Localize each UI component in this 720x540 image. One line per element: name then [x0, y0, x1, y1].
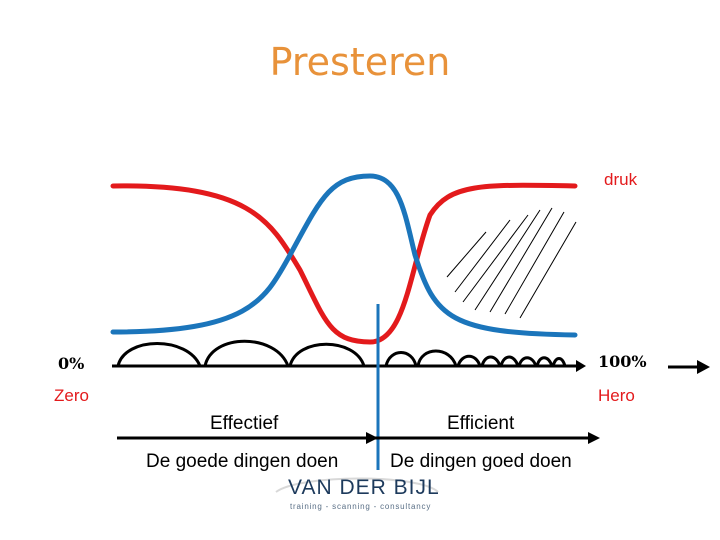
label-hundred-percent: 100% — [598, 352, 647, 371]
logo-wordmark: VAN DER BIJL — [288, 476, 440, 499]
label-goede-dingen: De goede dingen doen — [146, 451, 339, 472]
logo-swoosh — [275, 477, 439, 493]
scale-axis-arrowhead — [576, 360, 586, 372]
label-efficient: Efficient — [447, 413, 515, 434]
logo-tagline: training - scanning - consultancy — [290, 502, 432, 511]
label-dingen-goed: De dingen goed doen — [390, 451, 572, 472]
performance-curve — [110, 173, 578, 338]
label-effectief: Effectief — [210, 413, 279, 434]
hatched-area — [446, 207, 577, 319]
process-loops — [116, 339, 567, 367]
label-druk: druk — [604, 170, 638, 189]
bottom-axis-arrowhead-end — [588, 432, 600, 444]
pressure-curve — [110, 182, 578, 345]
bottom-axis-arrowhead-mid — [366, 432, 378, 444]
outside-arrowhead — [697, 360, 710, 374]
label-zero: Zero — [54, 386, 89, 405]
slide-title: Presteren — [269, 40, 451, 84]
label-hero: Hero — [598, 386, 635, 405]
label-zero-percent: 0% — [58, 354, 85, 373]
